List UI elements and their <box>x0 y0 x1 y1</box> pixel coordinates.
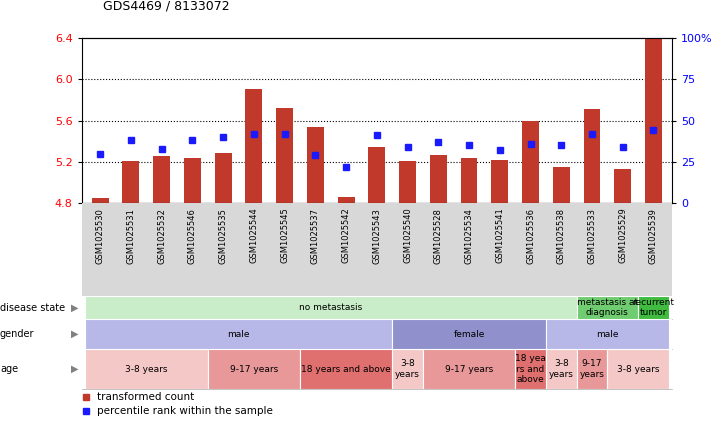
Text: female: female <box>454 330 485 339</box>
Text: metastasis at
diagnosis: metastasis at diagnosis <box>577 298 638 317</box>
Bar <box>423 349 515 389</box>
Bar <box>215 153 232 203</box>
Bar <box>300 349 392 389</box>
Text: 9-17 years: 9-17 years <box>445 365 493 374</box>
Bar <box>577 296 638 319</box>
Text: 3-8
years: 3-8 years <box>395 360 420 379</box>
Text: GSM1025528: GSM1025528 <box>434 208 443 264</box>
Text: ▶: ▶ <box>70 303 78 313</box>
Text: GSM1025534: GSM1025534 <box>464 208 474 264</box>
Bar <box>546 319 669 349</box>
Bar <box>154 156 170 203</box>
Text: GSM1025543: GSM1025543 <box>373 208 381 264</box>
Bar <box>638 296 669 319</box>
Bar <box>645 10 662 203</box>
Text: GSM1025538: GSM1025538 <box>557 208 566 264</box>
Text: GSM1025537: GSM1025537 <box>311 208 320 264</box>
Text: 18 years and above: 18 years and above <box>301 365 391 374</box>
Bar <box>92 198 109 203</box>
Bar <box>85 319 392 349</box>
Text: recurrent
tumor: recurrent tumor <box>633 298 675 317</box>
Text: percentile rank within the sample: percentile rank within the sample <box>97 407 273 416</box>
Bar <box>122 161 139 203</box>
Bar <box>614 169 631 203</box>
Bar <box>85 349 208 389</box>
Text: GSM1025535: GSM1025535 <box>219 208 228 264</box>
Text: GSM1025544: GSM1025544 <box>250 208 258 264</box>
Bar <box>461 158 478 203</box>
Text: male: male <box>228 330 250 339</box>
Text: ▶: ▶ <box>70 329 78 339</box>
Bar <box>208 349 300 389</box>
Text: transformed count: transformed count <box>97 392 195 401</box>
Text: GSM1025545: GSM1025545 <box>280 208 289 264</box>
Bar <box>577 349 607 389</box>
Bar <box>584 109 600 203</box>
Text: 9-17
years: 9-17 years <box>579 360 604 379</box>
Text: age: age <box>0 364 18 374</box>
Text: GSM1025541: GSM1025541 <box>496 208 504 264</box>
Text: GSM1025532: GSM1025532 <box>157 208 166 264</box>
Bar <box>307 127 324 203</box>
Text: 3-8 years: 3-8 years <box>617 365 659 374</box>
Bar <box>368 147 385 203</box>
Text: GSM1025531: GSM1025531 <box>127 208 135 264</box>
Bar <box>245 88 262 203</box>
Bar <box>392 319 546 349</box>
Bar <box>276 108 293 203</box>
Bar <box>546 349 577 389</box>
Text: GDS4469 / 8133072: GDS4469 / 8133072 <box>103 0 230 13</box>
Text: GSM1025539: GSM1025539 <box>649 208 658 264</box>
Bar <box>430 154 447 203</box>
Text: gender: gender <box>0 329 35 339</box>
Text: GSM1025540: GSM1025540 <box>403 208 412 264</box>
Bar <box>491 160 508 203</box>
Bar <box>522 121 539 203</box>
Text: 9-17 years: 9-17 years <box>230 365 278 374</box>
Text: GSM1025542: GSM1025542 <box>341 208 351 264</box>
Text: GSM1025530: GSM1025530 <box>96 208 105 264</box>
Text: no metastasis: no metastasis <box>299 303 363 312</box>
Bar <box>552 167 570 203</box>
Text: GSM1025536: GSM1025536 <box>526 208 535 264</box>
Text: 3-8
years: 3-8 years <box>549 360 574 379</box>
Bar <box>399 161 416 203</box>
Bar <box>85 296 577 319</box>
Text: GSM1025546: GSM1025546 <box>188 208 197 264</box>
Text: GSM1025533: GSM1025533 <box>587 208 597 264</box>
Text: GSM1025529: GSM1025529 <box>619 208 627 264</box>
Bar <box>184 158 201 203</box>
Text: 18 yea
rs and
above: 18 yea rs and above <box>515 354 546 384</box>
Text: 3-8 years: 3-8 years <box>125 365 168 374</box>
Bar <box>338 197 355 203</box>
Bar <box>392 349 423 389</box>
Bar <box>515 349 546 389</box>
Text: male: male <box>596 330 619 339</box>
Text: disease state: disease state <box>0 303 65 313</box>
Bar <box>607 349 669 389</box>
Text: ▶: ▶ <box>70 364 78 374</box>
